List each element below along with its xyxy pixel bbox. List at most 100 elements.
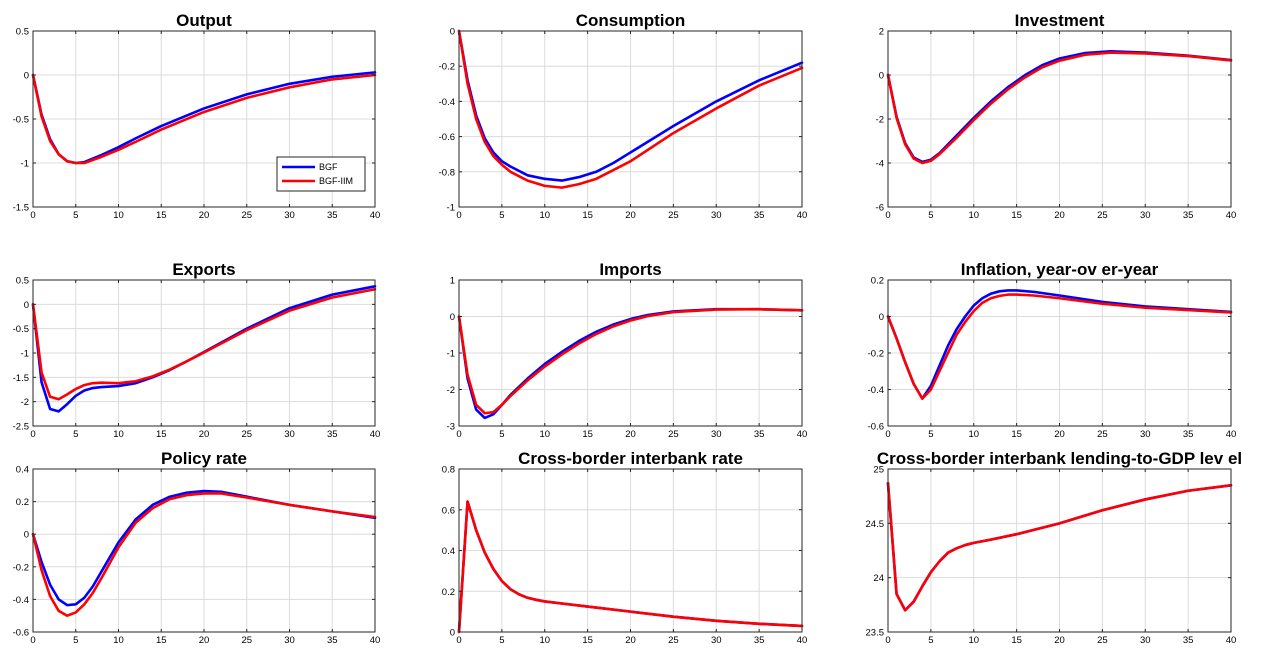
x-tick-label: 30 [711,429,722,440]
x-tick-label: 30 [284,210,295,221]
x-tick-label: 0 [30,635,35,646]
panel-5: 0 5 10 15 20 25 30 35 40 -3 -2 -1 0 1 Imports [447,260,808,440]
x-tick-label: 35 [327,429,338,440]
y-tick-label: 0.6 [442,505,455,516]
x-tick-label: 40 [370,429,381,440]
x-tick-label: 40 [797,635,808,646]
y-tick-label: -0.6 [439,132,455,143]
x-tick-label: 25 [668,210,679,221]
y-tick-label: 0.8 [442,465,455,476]
x-tick-label: 35 [327,210,338,221]
x-tick-label: 35 [754,429,765,440]
series-line-bgf [31,285,377,413]
x-tick-label: 30 [284,429,295,440]
x-tick-label: 5 [928,429,933,440]
legend-label: BGF [319,162,338,172]
panel-title: Investment [1015,11,1105,30]
x-tick-label: 25 [1097,210,1108,221]
y-tick-label: -1.5 [13,373,29,384]
x-tick-label: 15 [1011,635,1022,646]
panel-title: Policy rate [161,449,247,468]
panel-title: Output [176,11,232,30]
series-line-bgf-iim [457,500,804,634]
y-tick-label: -2 [876,115,884,126]
series-line-bgf-iim [31,287,377,401]
x-tick-label: 0 [885,210,890,221]
panel-3: 0 5 10 15 20 25 30 35 40 -6 -4 -2 0 2 Investment [876,11,1237,221]
y-tick-label: 0.5 [16,276,29,287]
panel-8: 0 5 10 15 20 25 30 35 40 0 0.2 0.4 0.6 0.8 Cross-borde… [442,449,808,646]
y-tick-label: -6 [876,203,884,214]
legend-box [276,156,366,192]
y-tick-label: 1 [450,276,455,287]
y-tick-label: -0.2 [868,349,884,360]
x-tick-label: 10 [539,210,550,221]
x-tick-label: 25 [668,635,679,646]
y-tick-label: -0.6 [868,422,884,433]
x-tick-label: 30 [284,635,295,646]
x-tick-label: 15 [156,635,167,646]
x-tick-label: 5 [928,210,933,221]
panel-6: 0 5 10 15 20 25 30 35 40 -0.6 -0.4 -0.2 0 0.2 Inflatio… [868,260,1237,440]
panel-title: Inflation, year-ov er-year [961,260,1159,279]
y-tick-label: -2.5 [13,422,29,433]
x-tick-label: 30 [1140,635,1151,646]
x-tick-label: 20 [199,635,210,646]
x-tick-label: 35 [1183,429,1194,440]
y-tick-label: 0.2 [871,276,884,287]
y-tick-label: 24.5 [866,519,885,530]
y-tick-label: 0 [450,27,455,38]
x-tick-label: 15 [582,210,593,221]
panel-title: Imports [599,260,661,279]
x-tick-label: 5 [928,635,933,646]
x-tick-label: 30 [1140,210,1151,221]
y-tick-label: 2 [879,27,884,38]
y-tick-label: -1 [447,203,455,214]
series-line-bgf-iim [886,293,1233,400]
y-tick-label: -0.5 [13,324,29,335]
y-tick-label: 0 [24,300,29,311]
y-tick-label: 25 [873,465,884,476]
legend: BGF BGF-IIM [276,156,366,192]
x-tick-label: 0 [456,635,461,646]
series-line-bgf-iim [457,307,804,415]
y-tick-label: 0 [24,71,29,82]
x-tick-label: 35 [1183,635,1194,646]
x-tick-label: 0 [456,429,461,440]
y-tick-label: -4 [876,159,884,170]
y-tick-label: 0.4 [442,546,455,557]
x-tick-label: 10 [968,635,979,646]
panel-9: 0 5 10 15 20 25 30 35 4023.52424.525Cross-border… [866,449,1243,646]
y-tick-label: 0 [879,312,884,323]
y-tick-label: -1 [21,349,29,360]
x-tick-label: 40 [1226,635,1237,646]
x-tick-label: 25 [241,635,252,646]
x-tick-label: 35 [754,210,765,221]
x-tick-label: 0 [456,210,461,221]
x-tick-label: 20 [625,635,636,646]
x-tick-label: 20 [199,210,210,221]
x-tick-label: 5 [499,635,504,646]
y-tick-label: 24 [873,573,884,584]
x-tick-label: 40 [370,635,381,646]
x-tick-label: 35 [754,635,765,646]
x-tick-label: 5 [73,429,78,440]
x-tick-label: 35 [327,635,338,646]
y-tick-label: 0.2 [442,587,455,598]
x-tick-label: 40 [797,429,808,440]
panel-7: 0 5 10 15 20 25 30 35 40 -0.6 -0.4 -0.2 0 0.2 0.4 Polic… [13,449,381,646]
x-tick-label: 5 [73,635,78,646]
y-tick-label: -0.8 [439,167,455,178]
y-tick-label: -0.2 [439,62,455,73]
x-tick-label: 25 [1097,429,1108,440]
x-tick-label: 5 [499,210,504,221]
x-tick-label: 20 [1054,210,1065,221]
x-tick-label: 10 [539,635,550,646]
x-tick-label: 30 [711,635,722,646]
x-tick-label: 0 [30,429,35,440]
y-tick-label: -0.4 [868,385,884,396]
x-tick-label: 15 [582,635,593,646]
y-tick-label: 0 [450,628,455,639]
x-tick-label: 0 [885,429,890,440]
y-tick-label: -0.4 [439,97,455,108]
